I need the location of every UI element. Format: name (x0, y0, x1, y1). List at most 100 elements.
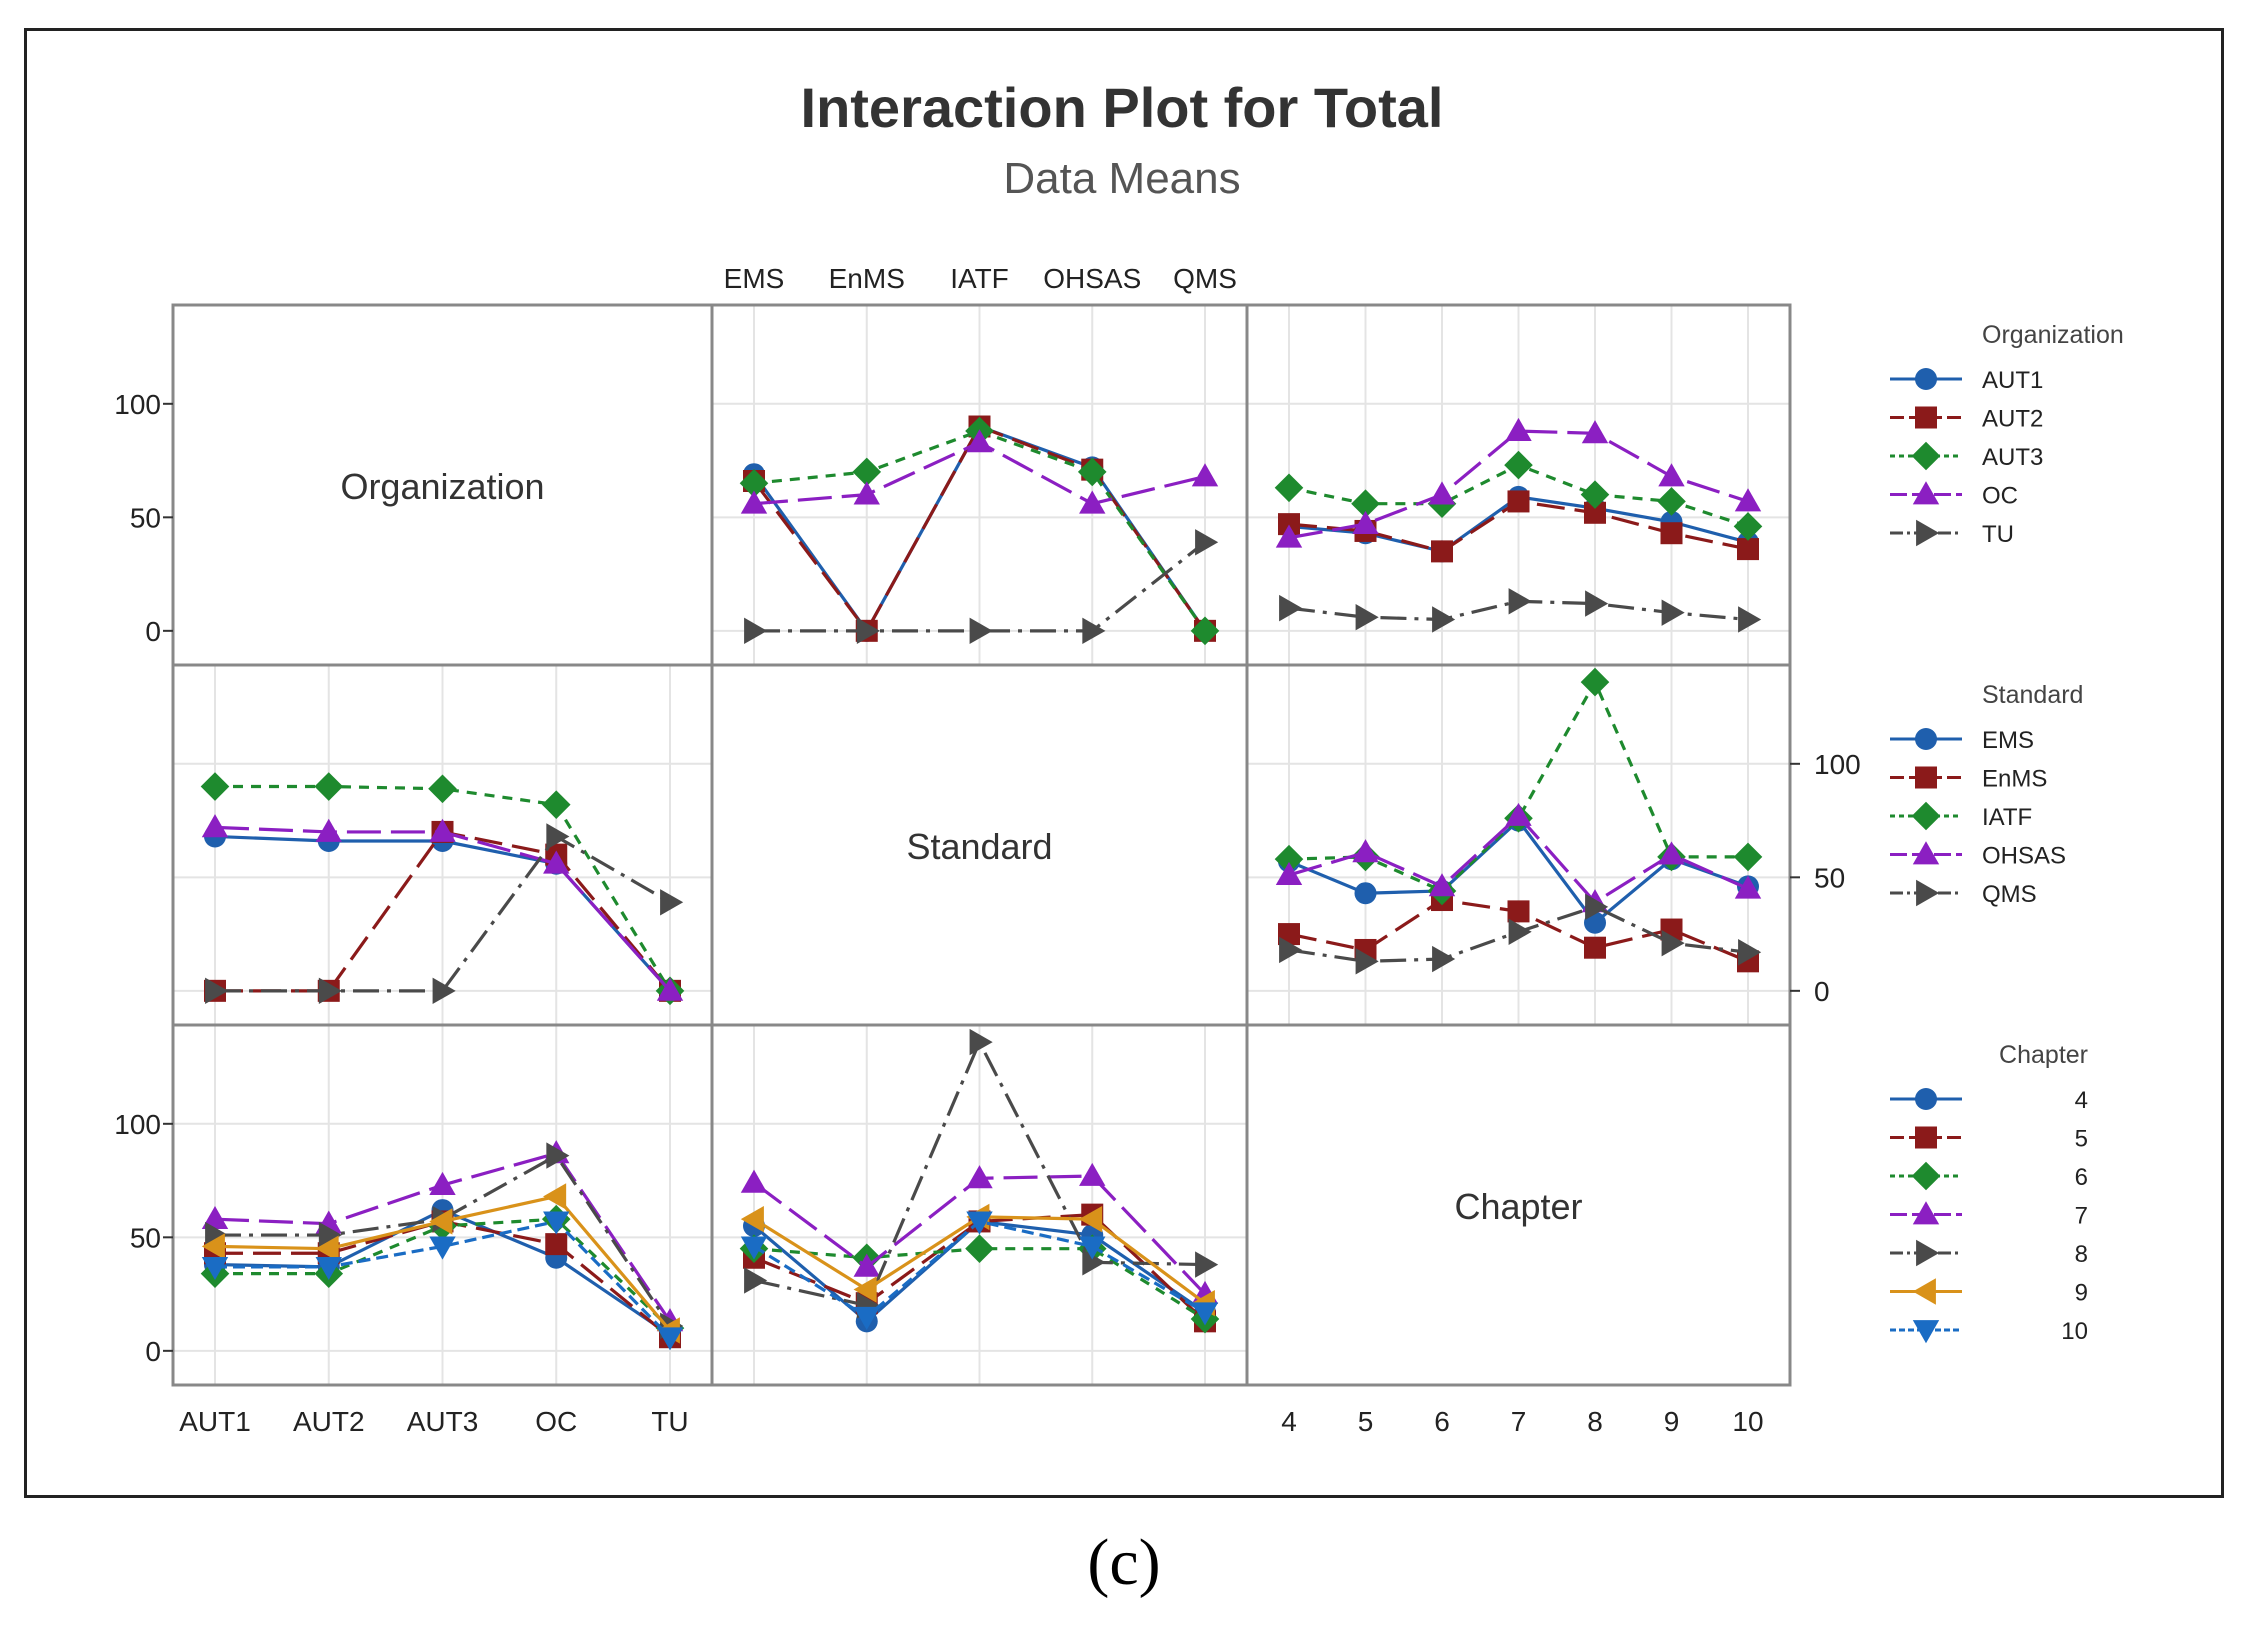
legend-label: 4 (2075, 1087, 2088, 1114)
tick-label-top: OHSAS (1043, 263, 1141, 294)
y-tick-label: 0 (1814, 976, 1830, 1007)
data-point-oc (1428, 481, 1456, 505)
data-point-8 (969, 1028, 993, 1056)
data-point-10 (429, 1236, 456, 1260)
data-point-10 (543, 1211, 570, 1235)
tick-label-bottom: AUT1 (179, 1406, 251, 1437)
legend-standard: Standard EMS EnMS IATF OHSAS QMS (1890, 681, 2083, 908)
data-point-aut2 (1507, 490, 1530, 513)
tick-label-bottom: 10 (1732, 1406, 1763, 1437)
legend-label: TU (1982, 521, 2014, 548)
data-point-ohsas (1734, 875, 1762, 899)
legend-marker-ems (1915, 728, 1937, 750)
data-point-qms (660, 889, 684, 916)
panel-organization-by-standard (200, 772, 685, 1006)
data-point-aut2 (1431, 540, 1453, 563)
legend-title: Organization (1982, 321, 2124, 349)
series-line-10 (215, 1219, 672, 1339)
data-point-iatf (1580, 667, 1610, 697)
data-point-aut3 (852, 457, 882, 487)
data-point-tu (1738, 606, 1762, 633)
tick-label-bottom: AUT2 (293, 1406, 365, 1437)
legend-layer: Organization AUT1 AUT2 AUT3 OC TU Standard EMS E… (1890, 321, 2124, 1345)
data-point-ohsas (1275, 861, 1303, 885)
data-point-tu (1508, 588, 1532, 615)
tick-label-bottom: 8 (1587, 1406, 1603, 1437)
legend-label: EMS (1982, 727, 2034, 754)
data-point-9 (853, 1276, 877, 1303)
data-point-ems (1354, 882, 1377, 905)
data-point-7 (966, 1165, 993, 1189)
data-point-tu (1082, 617, 1106, 645)
legend-label: OHSAS (1982, 843, 2066, 870)
data-point-aut3 (1190, 616, 1220, 646)
data-point-ohsas (1658, 841, 1685, 865)
chart-title: Interaction Plot for Total (801, 76, 1444, 139)
legend-marker-9 (1912, 1278, 1936, 1305)
data-point-qms (432, 977, 456, 1005)
legend-marker-6 (1911, 1161, 1941, 1191)
series-layer (200, 415, 1763, 1351)
data-point-iatf (1733, 842, 1763, 872)
data-point-aut3 (1657, 487, 1686, 516)
data-point-oc (1079, 490, 1106, 514)
data-point-iatf (200, 772, 230, 801)
figure-frame (24, 28, 2224, 1498)
data-point-9 (429, 1208, 453, 1235)
data-point-9 (740, 1205, 764, 1233)
chart-subtitle: Data Means (1003, 154, 1240, 203)
panel-organization-by-chapter (200, 1140, 685, 1351)
data-point-iatf (314, 772, 344, 801)
legend-marker-aut1 (1915, 368, 1937, 390)
data-point-ohsas (656, 977, 684, 1001)
legend-marker-ohsas (1912, 841, 1940, 865)
data-point-10 (1079, 1236, 1106, 1260)
legend-marker-enms (1915, 766, 1937, 789)
legend-label: OC (1982, 483, 2018, 510)
data-point-ohsas (315, 818, 342, 842)
legend-label: AUT1 (1982, 367, 2043, 394)
data-point-9 (315, 1235, 339, 1262)
legend-label: 7 (2075, 1203, 2088, 1230)
series-line-aut3 (753, 429, 1207, 632)
tick-label-bottom: 5 (1358, 1406, 1374, 1437)
data-point-oc (1191, 463, 1219, 487)
legend-label: AUT2 (1982, 406, 2043, 433)
tick-label-bottom: 4 (1281, 1406, 1297, 1437)
tick-label-bottom: 9 (1664, 1406, 1680, 1437)
figure-caption: (c) (1087, 1526, 1161, 1599)
data-point-qms (1738, 939, 1762, 966)
legend-marker-iatf (1911, 801, 1941, 831)
legend-label: AUT3 (1982, 444, 2043, 471)
data-point-tu (1585, 590, 1609, 617)
legend-marker-4 (1915, 1088, 1937, 1110)
data-point-7 (853, 1253, 880, 1277)
data-point-oc (853, 481, 880, 505)
data-point-aut2 (1584, 501, 1606, 524)
y-tick-label: 50 (1814, 862, 1845, 893)
data-point-qms (318, 977, 342, 1005)
data-point-oc (1275, 524, 1303, 548)
factor-label-organization: Organization (340, 466, 544, 507)
panel-standard-by-organization (739, 415, 1220, 646)
data-point-aut3 (1733, 512, 1763, 541)
data-point-tu (1279, 594, 1303, 622)
data-point-tu (1432, 606, 1456, 633)
data-point-10 (1191, 1302, 1219, 1326)
axes-layer: EMS EnMS IATF OHSAS QMS AUT1 AUT2 AUT3 OC TU 4 5 6 7 8… (114, 263, 1860, 1437)
data-point-8 (744, 1267, 768, 1294)
data-point-10 (966, 1211, 993, 1235)
data-point-oc (1581, 420, 1609, 444)
tick-label-top: QMS (1173, 263, 1237, 294)
data-point-iatf (428, 774, 457, 804)
legend-marker-oc (1912, 481, 1940, 505)
data-point-10 (740, 1236, 768, 1260)
data-point-aut2 (1737, 538, 1759, 561)
data-point-8 (546, 1142, 570, 1169)
series-line-5 (753, 1213, 1207, 1323)
legend-marker-aut3 (1911, 441, 1941, 471)
y-tick-label: 0 (145, 1336, 161, 1367)
data-point-qms (546, 823, 570, 850)
legend-label: 5 (2075, 1126, 2088, 1153)
